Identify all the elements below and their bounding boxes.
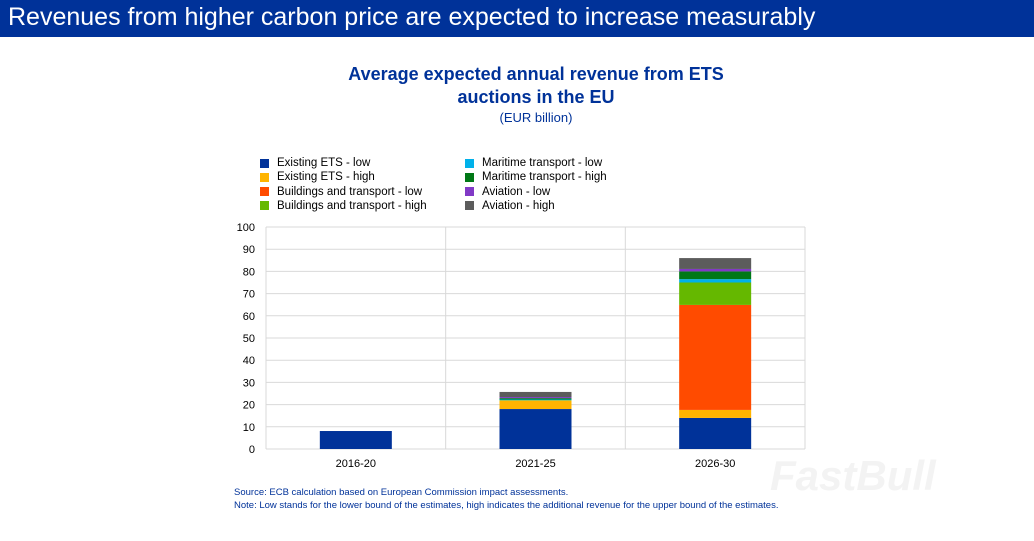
legend-item: Aviation - low <box>465 186 550 198</box>
y-tick-label: 70 <box>243 289 255 301</box>
legend-label: Maritime transport - high <box>482 171 607 184</box>
legend-item: Existing ETS - low <box>260 157 370 169</box>
y-tick-label: 0 <box>249 444 255 456</box>
bar-segment <box>679 279 752 283</box>
chart-title-line1: Average expected annual revenue from ETS <box>348 64 724 84</box>
y-tick-label: 80 <box>243 266 255 278</box>
legend-label: Aviation - low <box>482 185 551 198</box>
bar-segment <box>679 304 752 410</box>
chart-subtitle: (EUR billion) <box>499 110 573 125</box>
legend-item: Buildings and transport - high <box>260 200 427 212</box>
legend-label: Existing ETS - high <box>277 171 375 184</box>
bar-segment <box>679 409 752 418</box>
bar-segment <box>679 268 752 272</box>
y-tick-label: 10 <box>243 422 255 434</box>
legend-label: Maritime transport - low <box>482 157 603 169</box>
bar-segment <box>319 431 392 449</box>
x-tick-label: 2016-20 <box>336 458 376 470</box>
legend-label: Buildings and transport - low <box>277 185 423 198</box>
x-tick-label: 2026-30 <box>695 458 735 470</box>
y-tick-label: 40 <box>243 355 255 367</box>
y-tick-label: 20 <box>243 400 255 412</box>
legend-item: Maritime transport - low <box>465 157 602 169</box>
y-tick-label: 90 <box>243 244 255 256</box>
legend-item: Existing ETS - high <box>260 171 375 183</box>
bar-segment <box>679 282 752 305</box>
legend-swatch <box>260 201 269 211</box>
y-tick-label: 100 <box>237 222 255 234</box>
legend-label: Buildings and transport - high <box>277 199 427 212</box>
bar-segment <box>499 391 572 398</box>
header-bar: Revenues from higher carbon price are ex… <box>0 0 1034 37</box>
bar-segment <box>499 398 572 400</box>
page-title: Revenues from higher carbon price are ex… <box>8 3 816 31</box>
x-tick-label: 2021-25 <box>515 458 555 470</box>
chart-plot: 0 10 20 30 40 50 60 70 80 90 100 2016-20 2021-25 2026… <box>237 222 806 470</box>
bar-segment <box>499 409 572 449</box>
legend-swatch <box>260 187 269 197</box>
y-tick-label: 60 <box>243 311 255 323</box>
y-tick-label: 50 <box>243 333 255 345</box>
legend-label: Aviation - high <box>482 199 555 212</box>
legend-swatch <box>260 158 269 168</box>
legend-swatch <box>465 158 474 168</box>
bar-segment <box>679 271 752 280</box>
legend-swatch <box>465 172 474 182</box>
legend-item: Aviation - high <box>465 200 555 212</box>
legend-swatch <box>465 201 474 211</box>
y-tick-label: 30 <box>243 377 255 389</box>
legend-swatch <box>260 172 269 182</box>
watermark-logo: FastBull <box>770 452 936 499</box>
bar-segment <box>679 417 752 449</box>
bar-segment <box>499 397 572 399</box>
footnote: Note: Low stands for the lower bound of … <box>234 500 779 511</box>
bar-segment <box>499 399 572 401</box>
legend-swatch <box>465 187 474 197</box>
legend-label: Existing ETS - low <box>277 157 371 169</box>
chart-title-line2: auctions in the EU <box>457 87 615 107</box>
legend-item: Buildings and transport - low <box>260 186 422 198</box>
bar-segment <box>499 400 572 410</box>
legend-item: Maritime transport - high <box>465 171 607 183</box>
source-note: Source: ECB calculation based on Europea… <box>234 487 569 498</box>
bar-segment <box>679 258 752 269</box>
